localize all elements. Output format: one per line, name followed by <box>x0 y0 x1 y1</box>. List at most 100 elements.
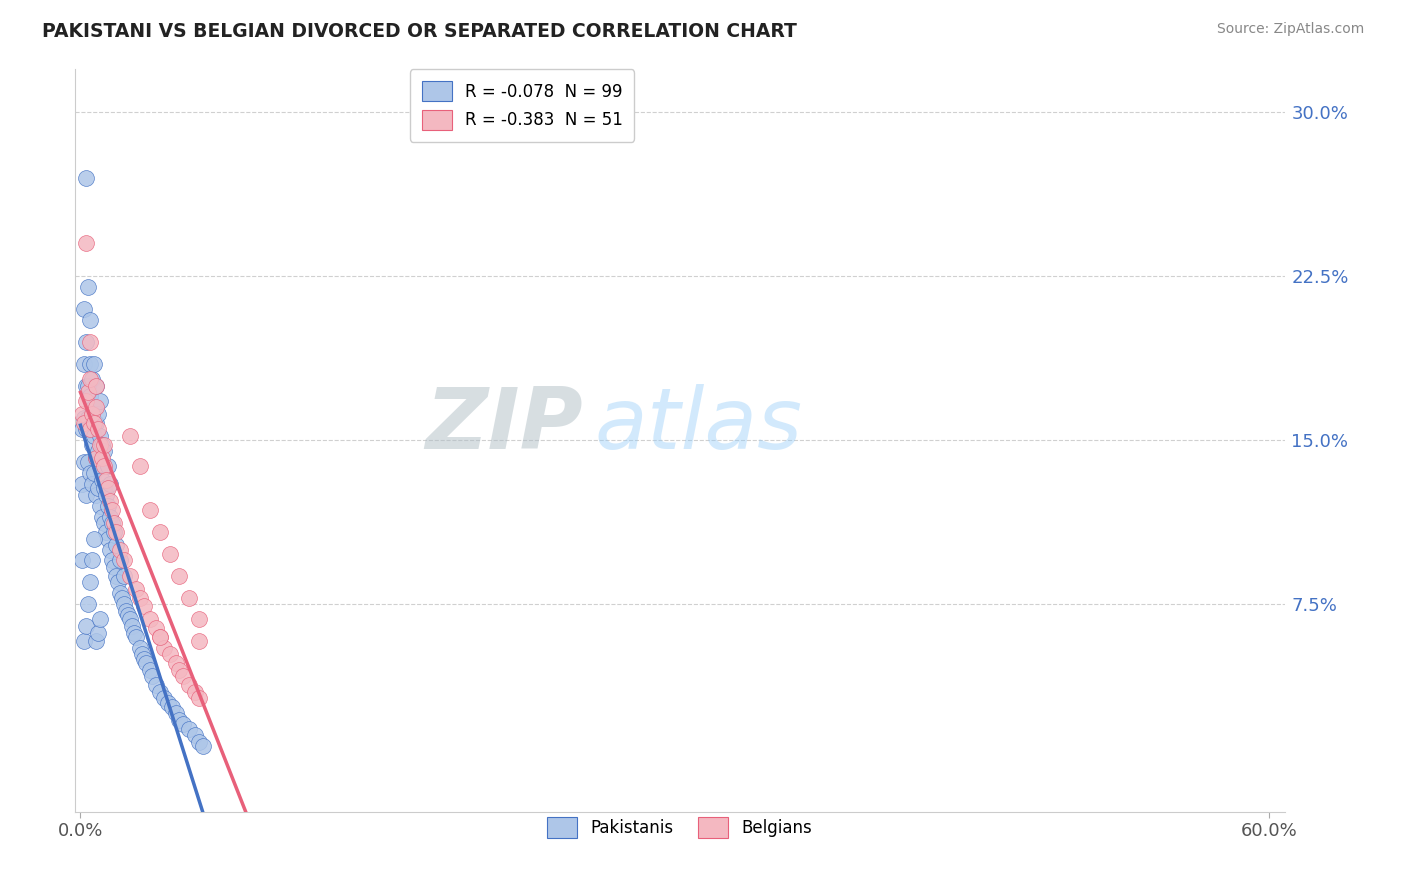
Point <box>82 372 104 386</box>
Point <box>169 568 191 582</box>
Point <box>89 429 111 443</box>
Point <box>128 459 150 474</box>
Point <box>97 459 120 474</box>
Point <box>188 735 211 749</box>
Point <box>73 455 96 469</box>
Point <box>118 612 141 626</box>
Point <box>93 481 115 495</box>
Point <box>139 503 162 517</box>
Point <box>135 657 157 671</box>
Point <box>105 524 128 539</box>
Point <box>87 422 110 436</box>
Point <box>121 619 143 633</box>
Point <box>75 170 97 185</box>
Point <box>77 411 100 425</box>
Point <box>83 532 105 546</box>
Point <box>75 393 97 408</box>
Point <box>97 481 120 495</box>
Point <box>128 591 150 605</box>
Point <box>79 422 101 436</box>
Point <box>96 473 118 487</box>
Point <box>96 524 118 539</box>
Point <box>117 608 139 623</box>
Point <box>87 481 110 495</box>
Point <box>159 648 181 662</box>
Point <box>79 575 101 590</box>
Point <box>93 516 115 531</box>
Point <box>73 301 96 316</box>
Point <box>89 499 111 513</box>
Point <box>89 393 111 408</box>
Text: atlas: atlas <box>595 384 803 467</box>
Point <box>73 411 96 425</box>
Point <box>84 416 107 430</box>
Point <box>75 422 97 436</box>
Point <box>73 357 96 371</box>
Point <box>108 553 131 567</box>
Point <box>82 407 104 421</box>
Point <box>79 334 101 349</box>
Point <box>118 429 141 443</box>
Point <box>75 236 97 251</box>
Point <box>103 560 125 574</box>
Point <box>132 599 155 614</box>
Point <box>101 553 124 567</box>
Point <box>84 378 107 392</box>
Point <box>111 591 134 605</box>
Point <box>84 401 107 415</box>
Point <box>125 630 148 644</box>
Point <box>89 612 111 626</box>
Point <box>98 477 121 491</box>
Point <box>188 612 211 626</box>
Point <box>79 313 101 327</box>
Point <box>139 663 162 677</box>
Point <box>79 372 101 386</box>
Point <box>91 450 114 465</box>
Point <box>73 634 96 648</box>
Point <box>79 422 101 436</box>
Point <box>156 696 179 710</box>
Point <box>141 669 163 683</box>
Point <box>77 385 100 400</box>
Point <box>75 488 97 502</box>
Point <box>107 575 129 590</box>
Point <box>79 357 101 371</box>
Point <box>165 657 187 671</box>
Point <box>145 621 167 635</box>
Text: Source: ZipAtlas.com: Source: ZipAtlas.com <box>1216 22 1364 37</box>
Point <box>118 568 141 582</box>
Point <box>179 678 201 692</box>
Point <box>184 684 207 698</box>
Point <box>84 450 107 465</box>
Point <box>98 494 121 508</box>
Point <box>132 652 155 666</box>
Point <box>105 538 128 552</box>
Point <box>139 612 162 626</box>
Point <box>122 625 145 640</box>
Point <box>82 477 104 491</box>
Point <box>84 450 107 465</box>
Point <box>84 634 107 648</box>
Point <box>193 739 215 754</box>
Point <box>103 524 125 539</box>
Point <box>97 532 120 546</box>
Point <box>149 630 172 644</box>
Point <box>103 516 125 531</box>
Point <box>98 542 121 557</box>
Point <box>96 488 118 502</box>
Point <box>72 407 94 421</box>
Point <box>79 389 101 403</box>
Point <box>84 378 107 392</box>
Point <box>125 582 148 596</box>
Point <box>84 488 107 502</box>
Point <box>172 717 194 731</box>
Point <box>115 604 138 618</box>
Point <box>75 619 97 633</box>
Point <box>83 401 105 415</box>
Point <box>82 437 104 451</box>
Point <box>179 722 201 736</box>
Point <box>101 516 124 531</box>
Point <box>91 437 114 451</box>
Point <box>87 444 110 458</box>
Point <box>172 669 194 683</box>
